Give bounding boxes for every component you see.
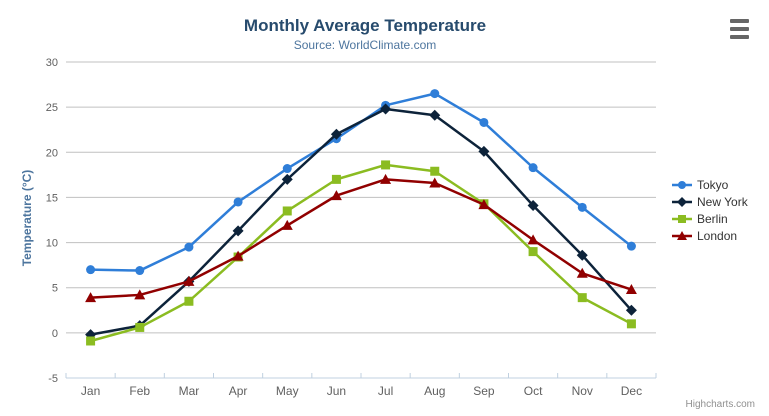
data-point-tokyo-jan[interactable] <box>86 265 96 275</box>
y-axis-title: Temperature (°C) <box>20 169 34 267</box>
legend-item-berlin[interactable]: Berlin <box>672 210 748 227</box>
data-point-berlin-jun[interactable] <box>331 174 341 184</box>
data-point-new-york-oct[interactable] <box>527 200 539 212</box>
series-line-new-york <box>89 107 633 336</box>
legend-item-london[interactable]: London <box>672 227 748 244</box>
data-point-berlin-nov[interactable] <box>577 293 587 303</box>
y-axis-label: 20 <box>46 147 58 159</box>
data-point-berlin-oct[interactable] <box>528 247 538 257</box>
y-axis-label: 5 <box>52 283 58 295</box>
data-point-new-york-nov[interactable] <box>576 249 588 261</box>
data-point-london-feb[interactable] <box>134 289 146 300</box>
data-point-new-york-jun[interactable] <box>330 128 342 140</box>
data-point-new-york-jul[interactable] <box>380 103 392 115</box>
legend-marker-diamond-icon <box>672 196 692 207</box>
x-axis-label: May <box>276 384 299 398</box>
data-point-london-nov[interactable] <box>576 267 588 278</box>
data-point-london-jul[interactable] <box>380 173 392 184</box>
legend-marker-circle-icon <box>672 180 692 189</box>
data-point-london-dec[interactable] <box>625 284 637 295</box>
data-point-tokyo-nov[interactable] <box>577 202 587 212</box>
data-point-tokyo-may[interactable] <box>282 164 292 174</box>
hamburger-icon <box>730 19 749 23</box>
data-point-tokyo-feb[interactable] <box>135 266 145 276</box>
x-axis-label: Oct <box>524 384 543 398</box>
series-line-tokyo <box>89 92 633 272</box>
x-axis-label: Apr <box>229 384 248 398</box>
legend-marker-triangle-icon <box>672 230 692 240</box>
data-point-new-york-may[interactable] <box>281 173 293 185</box>
x-axis-label: Nov <box>572 384 593 398</box>
series-line-berlin <box>89 163 633 343</box>
data-point-london-may[interactable] <box>281 219 293 230</box>
legend-label: New York <box>697 194 748 209</box>
x-axis-label: Sep <box>473 384 495 398</box>
x-axis-label: Feb <box>129 384 150 398</box>
data-point-tokyo-sep[interactable] <box>479 117 489 127</box>
data-point-new-york-apr[interactable] <box>232 225 244 237</box>
x-axis-label: Dec <box>621 384 642 398</box>
data-point-london-sep[interactable] <box>478 199 490 210</box>
data-point-berlin-dec[interactable] <box>626 319 636 329</box>
data-point-tokyo-mar[interactable] <box>184 242 194 252</box>
data-point-berlin-jan[interactable] <box>86 336 96 346</box>
series-line-london <box>89 178 633 299</box>
hamburger-icon <box>730 27 749 31</box>
legend-marker-shape <box>678 180 686 189</box>
data-point-new-york-aug[interactable] <box>429 109 441 121</box>
data-point-london-jun[interactable] <box>330 190 342 201</box>
legend-marker-shape <box>677 196 687 207</box>
y-axis-label: 0 <box>52 328 58 340</box>
data-point-tokyo-aug[interactable] <box>430 89 440 99</box>
data-point-new-york-sep[interactable] <box>478 145 490 157</box>
legend: Tokyo New York Berlin London <box>672 176 748 244</box>
y-axis-label: -5 <box>48 373 58 385</box>
data-point-berlin-feb[interactable] <box>135 322 145 332</box>
x-axis-label: Jun <box>327 384 346 398</box>
legend-label: Tokyo <box>697 177 729 192</box>
x-axis-label: Jan <box>81 384 100 398</box>
hamburger-icon <box>730 35 749 39</box>
legend-marker-shape <box>678 214 686 223</box>
legend-marker-square-icon <box>672 214 692 223</box>
data-point-london-jan[interactable] <box>85 292 97 303</box>
data-point-berlin-jul[interactable] <box>381 160 391 170</box>
legend-item-tokyo[interactable]: Tokyo <box>672 176 748 193</box>
x-axis-label: Mar <box>179 384 200 398</box>
data-point-berlin-aug[interactable] <box>430 166 440 176</box>
data-point-tokyo-apr[interactable] <box>233 197 243 207</box>
data-point-london-oct[interactable] <box>527 234 539 245</box>
data-point-new-york-dec[interactable] <box>625 304 637 316</box>
legend-label: London <box>697 228 738 243</box>
x-axis-label: Aug <box>424 384 445 398</box>
legend-label: Berlin <box>697 211 728 226</box>
export-menu-button[interactable] <box>730 19 752 39</box>
y-axis-label: 10 <box>46 238 58 250</box>
data-point-tokyo-oct[interactable] <box>528 163 538 173</box>
data-point-london-aug[interactable] <box>429 177 441 188</box>
data-point-berlin-mar[interactable] <box>184 296 194 306</box>
data-point-tokyo-dec[interactable] <box>626 241 636 251</box>
legend-item-new-york[interactable]: New York <box>672 193 748 210</box>
credits-link[interactable]: Highcharts.com <box>685 399 755 410</box>
data-point-london-mar[interactable] <box>183 275 195 286</box>
y-axis-label: 30 <box>46 57 58 69</box>
data-point-berlin-may[interactable] <box>282 206 292 216</box>
x-axis-label: Jul <box>378 384 393 398</box>
y-axis-label: 25 <box>46 102 58 114</box>
chart-subtitle: Source: WorldClimate.com <box>293 38 437 52</box>
legend-marker-shape <box>677 230 687 240</box>
y-axis-label: 15 <box>46 192 58 204</box>
chart-title: Monthly Average Temperature <box>243 16 487 35</box>
data-point-london-apr[interactable] <box>232 250 244 261</box>
